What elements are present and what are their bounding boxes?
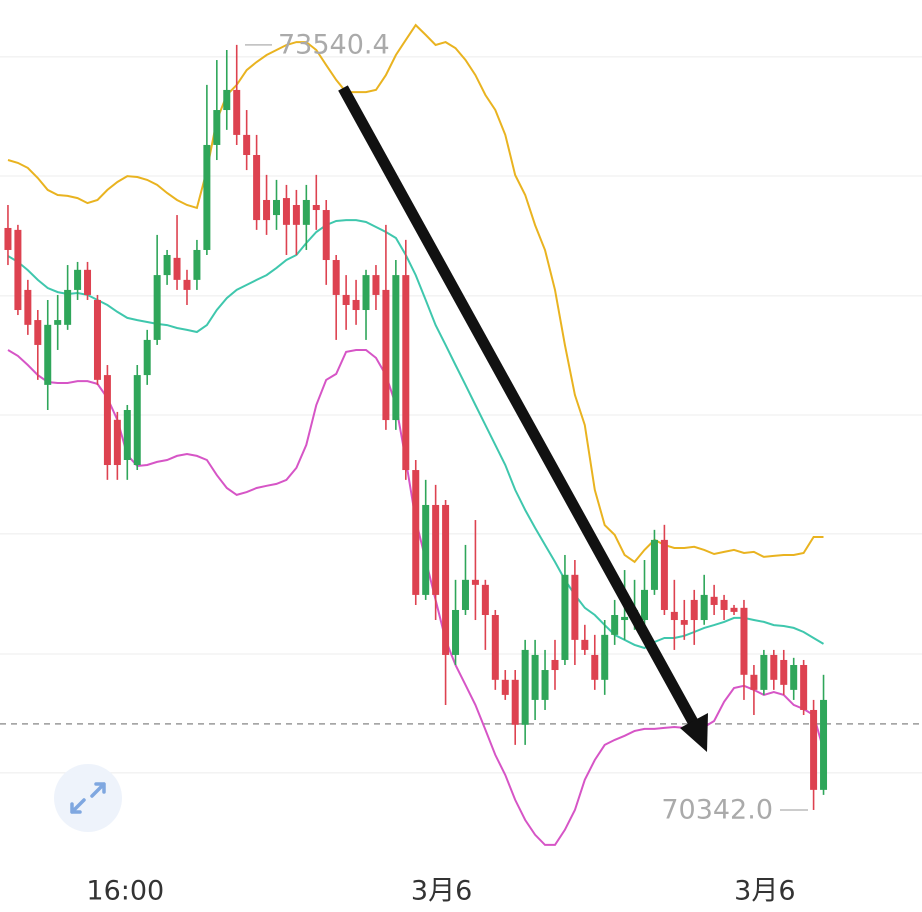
candle-body: [273, 199, 281, 216]
candle-body: [750, 674, 758, 690]
trend-arrow: [338, 85, 708, 752]
candle-body: [790, 664, 798, 690]
band-line: [7, 219, 825, 650]
candle-body: [54, 320, 62, 325]
candle-body: [163, 254, 171, 276]
candle-body: [74, 269, 82, 290]
candle-body: [382, 289, 390, 421]
candle-body: [203, 144, 211, 250]
candle-body: [650, 539, 658, 590]
candle-body: [113, 419, 121, 466]
candle-body: [800, 664, 808, 710]
candle-body: [760, 654, 768, 690]
candle-body: [193, 249, 201, 280]
candle-body: [611, 615, 619, 635]
candle-body: [392, 275, 400, 421]
labels: 16:00 3月6 3月6 73540.4 70342.0: [86, 29, 808, 907]
candle-body: [432, 504, 440, 595]
candle-body: [402, 275, 410, 471]
candle-body: [213, 110, 221, 145]
candle-body: [730, 607, 738, 612]
candle-body: [471, 579, 479, 585]
candle-body: [312, 205, 320, 211]
candle-body: [292, 205, 300, 225]
x-tick-label: 3月6: [734, 876, 795, 907]
candle-body: [690, 599, 698, 621]
candle-body: [362, 275, 370, 311]
expand-icon[interactable]: [70, 782, 106, 814]
candles: [4, 44, 828, 810]
candle-body: [770, 654, 778, 680]
candle-body: [103, 375, 111, 466]
candle-body: [621, 616, 629, 621]
candle-body: [352, 299, 360, 311]
candle-body: [253, 155, 261, 221]
candle-body: [24, 289, 32, 325]
arrow-shaft: [338, 85, 698, 725]
candle-body: [332, 260, 340, 295]
candle-body: [780, 659, 788, 685]
candle-body: [14, 229, 22, 311]
candle-body: [720, 599, 728, 610]
candle-body: [820, 699, 828, 790]
candle-body: [322, 210, 330, 261]
candle-body: [561, 574, 569, 660]
candle-body: [501, 679, 509, 695]
candle-body: [302, 199, 310, 225]
x-tick-label: 3月6: [411, 876, 472, 907]
candle-body: [34, 320, 42, 345]
candle-body: [442, 504, 450, 655]
candle-body: [641, 589, 649, 621]
candle-body: [143, 339, 151, 376]
candle-body: [700, 594, 708, 621]
candle-body: [670, 611, 678, 621]
expand-button[interactable]: [54, 764, 122, 832]
candle-body: [481, 584, 489, 616]
candle-body: [342, 294, 350, 305]
candle-body: [710, 596, 718, 605]
candle-body: [531, 654, 539, 700]
min-label: 70342.0: [661, 794, 773, 825]
candle-body: [810, 709, 818, 790]
candle-body: [541, 670, 549, 700]
expand-bg[interactable]: [54, 764, 122, 832]
candle-body: [571, 574, 579, 640]
candle-body: [551, 659, 559, 671]
x-tick-label: 16:00: [86, 876, 164, 907]
candle-body: [372, 275, 380, 295]
candle-body: [461, 579, 469, 610]
candle-body: [422, 504, 430, 595]
candle-body: [153, 275, 161, 340]
candle-body: [44, 324, 52, 385]
candle-body: [521, 649, 529, 725]
candle-body: [173, 257, 181, 280]
candle-body: [233, 89, 241, 135]
candle-body: [183, 279, 191, 290]
candle-body: [123, 410, 131, 460]
candle-body: [591, 654, 599, 680]
candle-body: [133, 375, 141, 466]
candle-body: [93, 299, 101, 380]
arrow-head: [680, 713, 708, 752]
candle-body: [740, 607, 748, 675]
candle-body: [282, 198, 290, 225]
candle-body: [601, 634, 609, 680]
candle-body: [243, 134, 251, 156]
candle-body: [680, 620, 688, 625]
candle-body: [511, 679, 519, 725]
candle-body: [581, 639, 589, 650]
candle-body: [412, 470, 420, 595]
candle-body: [84, 269, 92, 295]
candle-body: [223, 89, 231, 111]
candle-body: [660, 539, 668, 610]
candle-body: [263, 199, 271, 221]
max-label: 73540.4: [278, 29, 390, 60]
band-line: [7, 23, 824, 564]
candle-body: [4, 227, 12, 250]
candle-body: [452, 609, 460, 655]
candle-body: [491, 615, 499, 680]
candle-body: [64, 289, 72, 325]
